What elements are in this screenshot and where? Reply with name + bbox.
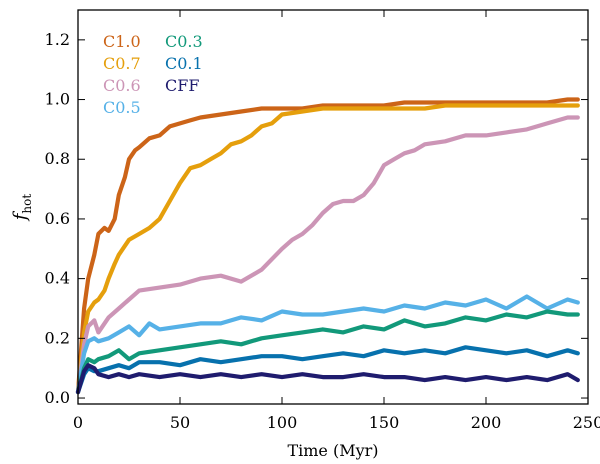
y-tick-label: 1.2 [45,30,70,49]
x-axis-title: Time (Myr) [287,441,378,460]
axis-ticks: 0 50 100 150 200 250 0.0 0.2 0.4 0.6 0.8 1.0 1.2 [45,10,600,432]
y-axis-title-subscript: hot [20,194,34,214]
legend-item-c0-7: C0.7 [103,54,141,73]
series-line-c0-5 [75,294,580,395]
series-line-cff [75,363,580,395]
series-lines [75,97,580,395]
axes-frame [77,9,589,405]
x-tick-label: 0 [73,413,83,432]
series-line-c0-3 [75,309,580,395]
y-tick-label: 0.4 [45,269,70,288]
legend-item-c0-5: C0.5 [103,98,141,117]
series-line-c1-0 [75,97,580,395]
legend-item-c0-6: C0.6 [103,76,141,95]
series-line-c0-7 [75,103,580,395]
legend-item-c0-1: C0.1 [165,54,203,73]
legend-item-cff: CFF [165,76,199,95]
x-tick-label: 200 [471,413,502,432]
series-line-c0-1 [75,345,580,395]
y-tick-label: 0.8 [45,149,70,168]
y-tick-label: 0.2 [45,328,70,347]
series-line-c0-6 [75,115,580,395]
x-tick-label: 100 [267,413,298,432]
y-axis-title: fhot [10,194,34,223]
y-tick-label: 1.0 [45,90,70,109]
y-tick-label: 0.6 [45,209,70,228]
y-tick-label: 0.0 [45,388,70,407]
legend-item-c1-0: C1.0 [103,32,141,51]
x-tick-label: 50 [170,413,190,432]
x-tick-label: 150 [369,413,400,432]
legend-item-c0-3: C0.3 [165,32,203,51]
legend: C1.0 C0.3 C0.7 C0.1 C0.6 CFF C0.5 [103,32,203,117]
x-tick-label: 250 [573,413,600,432]
